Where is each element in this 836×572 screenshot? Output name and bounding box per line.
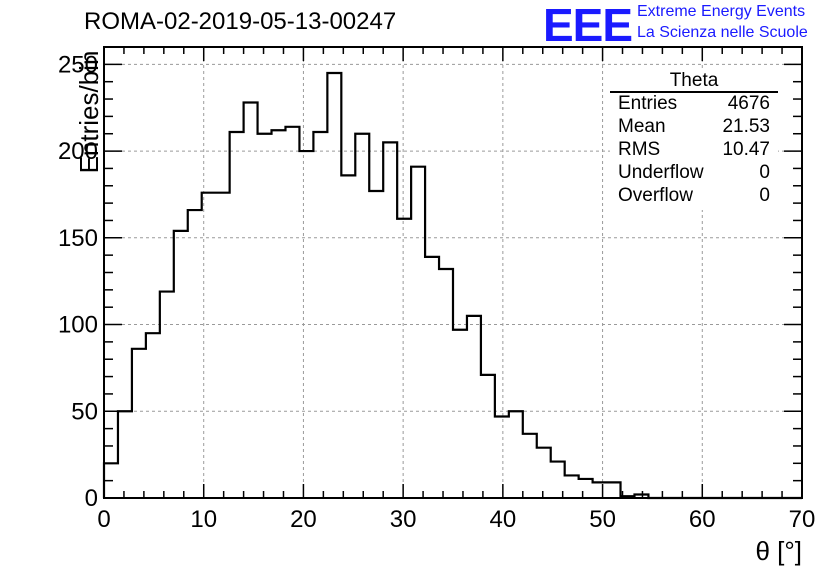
histogram-series <box>102 71 802 500</box>
x-tick-labels: 0 10 20 30 40 50 60 70 <box>97 506 815 533</box>
stats-label: RMS <box>618 139 661 160</box>
y-tick-label: 50 <box>71 398 98 425</box>
logo-text-line2: La Scienza nelle Scuole <box>637 24 808 41</box>
y-axis-label: Entries/bin <box>74 51 104 174</box>
axis-ticks <box>103 46 803 499</box>
x-tick-label: 20 <box>290 506 317 533</box>
stats-divider <box>610 91 778 93</box>
x-tick-label: 50 <box>589 506 616 533</box>
stats-row-underflow: Underflow 0 <box>618 162 770 184</box>
y-tick-labels: 0 50 100 150 200 250 <box>58 51 98 512</box>
stats-label: Entries <box>618 93 678 114</box>
stats-label: Overflow <box>618 185 693 206</box>
x-axis-label: θ [°] <box>755 536 802 566</box>
stats-title: Theta <box>669 70 719 91</box>
x-tick-label: 30 <box>390 506 417 533</box>
y-tick-label: 250 <box>58 51 98 78</box>
stats-row-overflow: Overflow 0 <box>618 185 770 207</box>
stats-row-rms: RMS 10.47 <box>618 139 770 161</box>
x-tick-label: 60 <box>689 506 716 533</box>
stats-row-mean: Mean 21.53 <box>618 116 770 138</box>
x-tick-label: 70 <box>789 506 816 533</box>
chart-title: ROMA-02-2019-05-13-00247 <box>84 8 397 35</box>
stats-box: Theta Entries 4676 Mean 21.53 RMS 10.47 … <box>610 70 778 210</box>
y-tick-label: 0 <box>85 485 98 512</box>
stats-label: Underflow <box>618 162 704 183</box>
x-tick-label: 0 <box>97 506 110 533</box>
y-tick-label: 150 <box>58 225 98 252</box>
y-tick-label: 100 <box>58 312 98 339</box>
stats-row-entries: Entries 4676 <box>618 93 770 115</box>
stats-value: 10.47 <box>722 139 770 160</box>
logo-text-line1: Extreme Energy Events <box>637 3 806 20</box>
stats-value: 4676 <box>727 93 770 114</box>
stats-value: 0 <box>759 162 770 183</box>
x-tick-label: 10 <box>190 506 217 533</box>
stats-value: 21.53 <box>722 116 770 137</box>
stats-label: Mean <box>618 116 666 137</box>
y-tick-label: 200 <box>58 138 98 165</box>
eee-logo: EEE <box>543 0 633 51</box>
stats-value: 0 <box>759 185 770 206</box>
x-tick-label: 40 <box>490 506 517 533</box>
